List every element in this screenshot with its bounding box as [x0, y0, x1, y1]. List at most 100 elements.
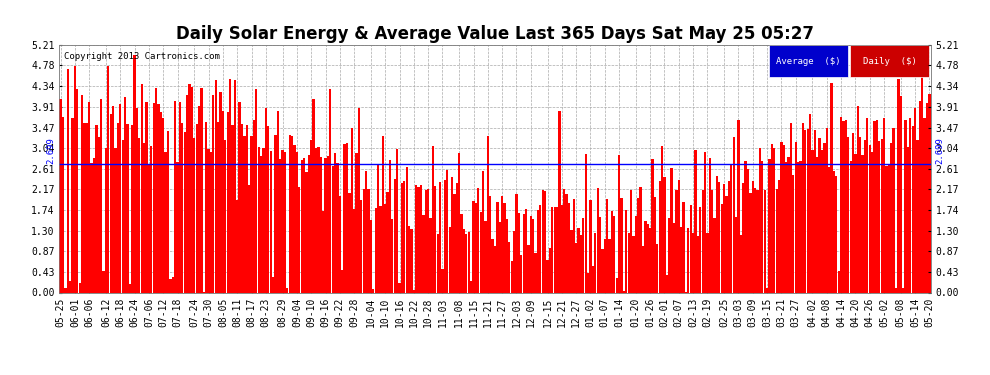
Bar	[546, 260, 548, 292]
Text: Copyright 2013 Cartronics.com: Copyright 2013 Cartronics.com	[63, 53, 220, 62]
Bar	[425, 190, 427, 292]
Bar	[773, 148, 775, 292]
Bar	[799, 162, 802, 292]
Bar	[919, 101, 921, 292]
Bar	[374, 208, 377, 292]
Bar	[146, 102, 148, 292]
Bar	[119, 104, 122, 292]
Bar	[78, 282, 81, 292]
Bar	[384, 204, 386, 292]
Bar	[406, 167, 408, 292]
Bar	[563, 189, 565, 292]
Bar	[704, 152, 706, 292]
Bar	[100, 99, 102, 292]
Bar	[816, 158, 819, 292]
Bar	[152, 103, 154, 292]
Bar	[633, 236, 635, 292]
Bar	[785, 162, 787, 292]
Bar	[274, 135, 276, 292]
Bar	[136, 108, 139, 292]
Bar	[812, 150, 814, 292]
Bar	[902, 288, 904, 292]
Bar	[467, 232, 470, 292]
Bar	[735, 217, 738, 292]
Bar	[864, 140, 866, 292]
Bar	[580, 234, 582, 292]
Bar	[897, 79, 900, 292]
Bar	[570, 230, 572, 292]
Bar	[252, 120, 255, 292]
Bar	[690, 205, 692, 292]
Bar	[885, 165, 888, 292]
Bar	[907, 147, 909, 292]
Bar	[377, 165, 379, 292]
Bar	[890, 143, 892, 292]
Bar	[342, 270, 344, 292]
Bar	[157, 104, 159, 292]
Bar	[205, 122, 207, 292]
Bar	[838, 271, 840, 292]
Bar	[269, 151, 272, 292]
Text: Daily  ($): Daily ($)	[862, 57, 917, 66]
Bar	[369, 220, 372, 292]
Bar	[360, 200, 362, 292]
Bar	[236, 200, 239, 292]
Bar	[646, 224, 648, 292]
Bar	[609, 238, 611, 292]
Bar	[513, 231, 515, 292]
Bar	[272, 277, 274, 292]
Bar	[618, 155, 621, 292]
Bar	[420, 185, 422, 292]
Bar	[415, 184, 418, 292]
Bar	[656, 244, 658, 292]
Bar	[551, 207, 553, 292]
Bar	[141, 84, 143, 292]
Bar	[731, 164, 733, 292]
Bar	[640, 188, 642, 292]
Bar	[76, 89, 78, 292]
Bar	[604, 239, 606, 292]
Bar	[726, 196, 728, 292]
Bar	[198, 106, 200, 292]
Bar	[303, 158, 305, 292]
Bar	[537, 210, 540, 292]
Bar	[842, 121, 844, 292]
Bar	[81, 94, 83, 292]
Bar	[783, 145, 785, 292]
FancyBboxPatch shape	[850, 45, 929, 77]
Bar	[313, 99, 315, 292]
Bar	[244, 136, 246, 292]
Bar	[234, 80, 236, 292]
Bar	[905, 120, 907, 292]
Bar	[348, 193, 350, 292]
Bar	[535, 253, 537, 292]
Bar	[255, 89, 257, 292]
Bar	[110, 114, 112, 292]
Bar	[257, 147, 259, 292]
Bar	[677, 180, 680, 292]
Bar	[143, 142, 146, 292]
Bar	[477, 188, 479, 292]
Bar	[873, 121, 875, 292]
Bar	[758, 148, 761, 292]
Bar	[239, 102, 241, 292]
Bar	[112, 106, 114, 292]
Bar	[625, 210, 628, 292]
Bar	[325, 158, 327, 292]
Bar	[738, 120, 740, 292]
Bar	[709, 158, 711, 292]
Bar	[386, 192, 389, 292]
Bar	[90, 164, 93, 292]
Bar	[372, 289, 374, 292]
Bar	[694, 150, 697, 292]
Bar	[174, 101, 176, 292]
Bar	[771, 144, 773, 292]
Bar	[150, 146, 152, 292]
Bar	[264, 108, 267, 292]
Bar	[597, 188, 599, 292]
Bar	[866, 118, 868, 292]
Bar	[267, 126, 269, 292]
Bar	[558, 111, 560, 292]
Bar	[105, 148, 107, 292]
Bar	[298, 187, 300, 292]
